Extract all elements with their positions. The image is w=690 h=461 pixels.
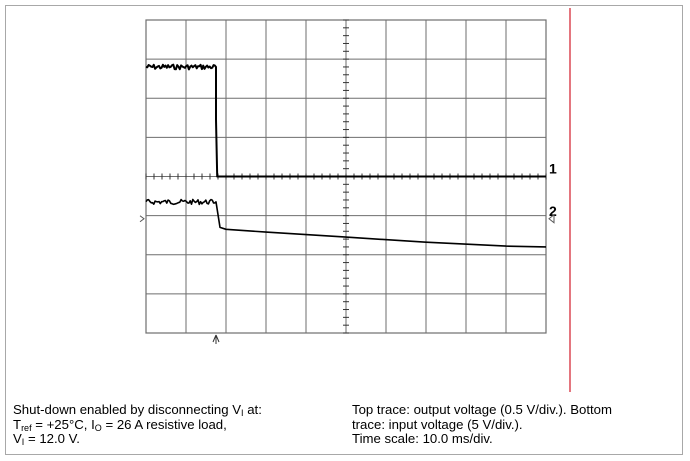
trigger-marker (212, 334, 220, 344)
markers: 12 (139, 161, 557, 344)
figure-frame (5, 5, 683, 455)
ground-marker-left (139, 215, 145, 223)
caption-right: Top trace: output voltage (0.5 V/div.). … (352, 402, 612, 447)
caption-right-line-3: Time scale: 10.0 ms/div. (352, 431, 493, 446)
caption-left-line-2: Tref = +25°C, IO = 26 A resistive load, (13, 416, 227, 433)
channel-1-label: 1 (549, 161, 557, 177)
caption-left-line-3: VI = 12.0 V. (13, 431, 80, 447)
caption-right-line-1: Top trace: output voltage (0.5 V/div.). … (352, 402, 612, 417)
trace-1 (145, 63, 546, 178)
oscilloscope-plot: 12 (139, 8, 571, 392)
caption-left-line-1: Shut-down enabled by disconnecting VI at… (13, 402, 262, 418)
traces (145, 63, 547, 248)
caption-left: Shut-down enabled by disconnecting VI at… (13, 402, 262, 447)
trace-2 (145, 198, 547, 248)
ground-marker-right (548, 213, 555, 224)
channel-2-label: 2 (549, 203, 557, 219)
caption-right-line-2: trace: input voltage (5 V/div.). (352, 416, 523, 432)
